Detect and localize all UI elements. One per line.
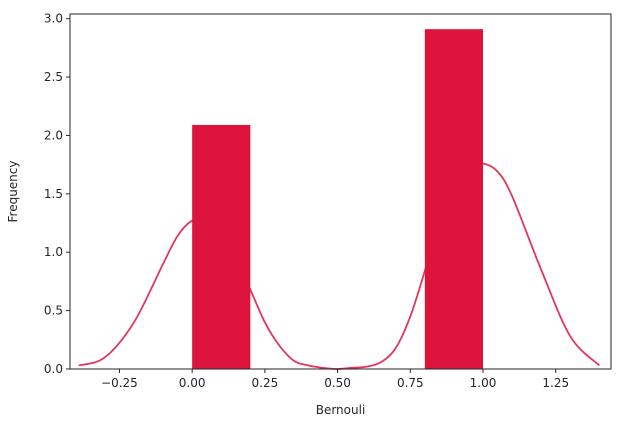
x-tick-label: 0.25	[252, 376, 279, 390]
plot-frame	[69, 13, 612, 370]
x-axis-ticks: −0.25 0.00 0.25 0.50 0.75 1.00 1.25	[101, 369, 569, 390]
x-tick-label: 0.00	[179, 376, 206, 390]
y-tick-label: 1.5	[44, 187, 63, 201]
y-tick-label: 2.5	[44, 70, 63, 84]
y-tick-label: 1.0	[44, 245, 63, 259]
y-tick-label: 3.0	[44, 12, 63, 26]
y-tick-label: 0.0	[44, 362, 63, 376]
x-tick-label: 0.75	[397, 376, 424, 390]
histogram-bar-0	[192, 124, 251, 369]
x-tick-label: −0.25	[101, 376, 138, 390]
y-tick-label: 2.0	[44, 128, 63, 142]
x-tick-label: 0.50	[324, 376, 351, 390]
y-axis-ticks: 0.0 0.5 1.0 1.5 2.0 2.5 3.0	[44, 12, 70, 376]
x-tick-label: 1.25	[542, 376, 569, 390]
y-tick-label: 0.5	[44, 304, 63, 318]
histogram-bar-1	[424, 29, 484, 370]
y-axis-label: Frequency	[6, 161, 20, 223]
x-tick-label: 1.00	[470, 376, 497, 390]
kde-curve-group	[78, 162, 601, 370]
kde-line	[78, 162, 601, 370]
x-axis-label: Bernouli	[316, 403, 366, 417]
bars	[192, 29, 484, 370]
